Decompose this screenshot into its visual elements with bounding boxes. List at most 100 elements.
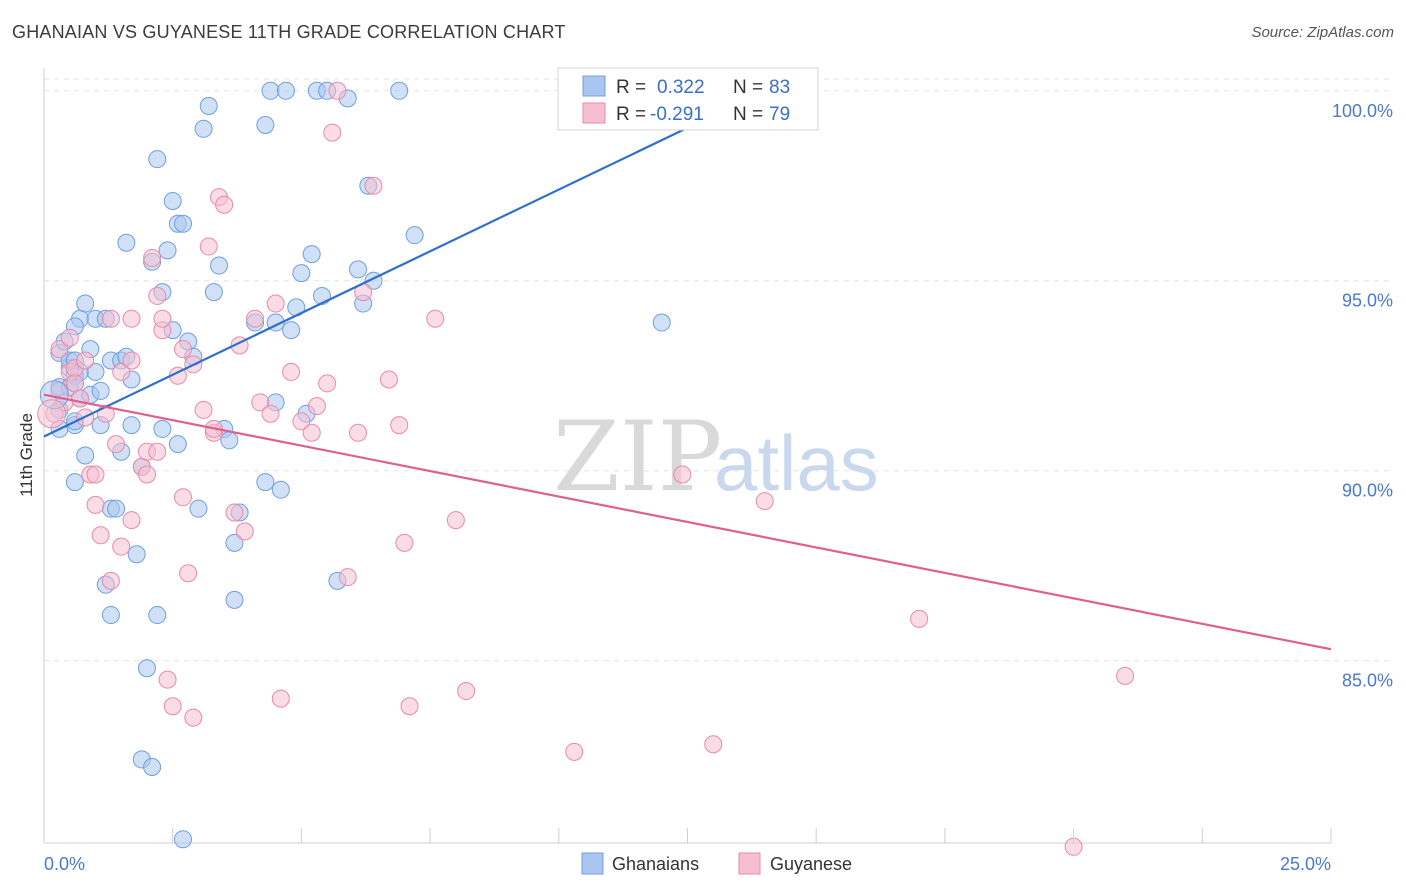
ghanaian-point-91 (652, 313, 671, 332)
guyanese-point-65 (379, 370, 398, 389)
ghanaian-point-85 (349, 260, 368, 279)
guyanese-point-49 (246, 309, 265, 328)
y-tick-label-0: 100.0% (1332, 101, 1393, 121)
guyanese-point-71 (457, 682, 476, 701)
guyanese-point-16 (101, 571, 120, 590)
guyanese-point-75 (704, 735, 723, 754)
ghanaian-point-7 (65, 473, 84, 492)
ghanaian-point-74 (276, 81, 295, 100)
legend-n-value-1: 83 (769, 77, 790, 98)
guyanese-point-41 (199, 237, 218, 256)
guyanese-point-1 (50, 340, 69, 359)
ghanaian-point-64 (225, 590, 244, 609)
legend-swatch-ghanaians (582, 75, 606, 97)
guyanese-point-31 (153, 309, 172, 328)
legend-n-value-2: 79 (769, 104, 790, 125)
ghanaian-point-90 (405, 226, 424, 245)
guyanese-point-10 (76, 351, 95, 370)
ghanaian-point-65 (225, 533, 244, 552)
series-label-ghanaians: Ghanaians (612, 854, 699, 874)
guyanese-point-4 (60, 328, 79, 347)
guyanese-point-69 (426, 309, 445, 328)
guyanese-point-29 (148, 286, 167, 305)
legend-r-label-1: R = (616, 77, 646, 98)
guyanese-point-48 (235, 522, 254, 541)
x-tick-label-1: 25.0% (1280, 854, 1331, 874)
ghanaian-point-36 (122, 416, 141, 435)
guyanese-point-62 (349, 423, 368, 442)
legend-n-label-2: N = (733, 104, 763, 125)
guyanese-point-50 (251, 393, 270, 412)
ghanaian-point-31 (107, 499, 126, 518)
ghanaian-point-61 (210, 256, 229, 275)
guyanese-point-46 (225, 503, 244, 522)
ghanaian-point-79 (302, 245, 321, 264)
y-tick-labels: 100.0% 95.0% 90.0% 85.0% (1332, 101, 1393, 691)
guyanese-cluster-point (37, 399, 67, 429)
ghanaian-point-28 (101, 606, 120, 625)
series-swatch-ghanaians (581, 852, 604, 875)
guyanese-point-74 (673, 465, 692, 484)
data-points (37, 81, 1135, 856)
ghanaian-point-51 (168, 435, 187, 454)
guyanese-point-45 (215, 195, 234, 214)
guyanese-point-20 (112, 537, 131, 556)
guyanese-trend-line (43, 393, 1332, 651)
guyanese-point-58 (318, 374, 337, 393)
ghanaian-point-18 (76, 294, 95, 313)
ghanaian-point-50 (163, 191, 182, 210)
ghanaian-point-60 (204, 283, 223, 302)
source-note: Source: ZipAtlas.com (1251, 24, 1394, 41)
y-tick-label-1: 95.0% (1342, 291, 1393, 311)
y-tick-label-3: 85.0% (1342, 671, 1393, 691)
guyanese-point-14 (91, 526, 110, 545)
guyanese-point-64 (364, 176, 383, 195)
guyanese-point-8 (71, 389, 90, 408)
y-tick-label-2: 90.0% (1342, 481, 1393, 501)
ghanaian-point-89 (390, 81, 409, 100)
ghanaian-point-42 (143, 758, 162, 777)
guyanese-point-22 (122, 351, 141, 370)
ghanaian-point-53 (173, 214, 192, 233)
guyanese-point-76 (755, 492, 774, 511)
ghanaian-point-63 (220, 431, 239, 450)
guyanese-point-37 (179, 564, 198, 583)
ghanaian-point-80 (312, 286, 331, 305)
chart-title: GHANAIAN VS GUYANESE 11TH GRADE CORRELAT… (12, 22, 566, 42)
guyanese-point-17 (101, 309, 120, 328)
guyanese-point-35 (173, 340, 192, 359)
guyanese-point-66 (390, 416, 409, 435)
guyanese-point-13 (86, 495, 105, 514)
trend-lines (43, 89, 1332, 651)
ghanaian-point-68 (256, 473, 275, 492)
guyanese-point-60 (328, 81, 347, 100)
guyanese-point-51 (261, 404, 280, 423)
legend-swatch-guyanese (582, 102, 606, 124)
ghanaian-point-69 (256, 115, 275, 134)
watermark-atlas: atlas (714, 419, 879, 507)
guyanese-point-21 (122, 511, 141, 530)
guyanese-point-27 (143, 248, 162, 267)
guyanese-point-72 (565, 742, 584, 761)
guyanese-point-53 (271, 689, 290, 708)
ghanaian-point-24 (91, 381, 110, 400)
ghanaian-point-23 (86, 362, 105, 381)
guyanese-point-25 (137, 465, 156, 484)
ghanaian-point-34 (117, 233, 136, 252)
guyanese-point-52 (266, 294, 285, 313)
ghanaian-point-70 (261, 81, 280, 100)
ghanaian-point-57 (189, 499, 208, 518)
guyanese-point-36 (173, 488, 192, 507)
ghanaian-trend-line (43, 89, 766, 438)
correlation-legend: R = 0.322 N = 83 R = -0.291 N = 79 (557, 67, 819, 131)
ghanaian-point-41 (137, 659, 156, 678)
series-label-guyanese: Guyanese (770, 854, 852, 874)
guyanese-point-56 (302, 423, 321, 442)
ghanaian-point-44 (148, 606, 167, 625)
guyanese-point-77 (910, 609, 929, 628)
ghanaian-point-48 (158, 241, 177, 260)
watermark: ZIP atlas (553, 401, 879, 513)
guyanese-point-59 (323, 123, 342, 142)
guyanese-point-12 (86, 465, 105, 484)
